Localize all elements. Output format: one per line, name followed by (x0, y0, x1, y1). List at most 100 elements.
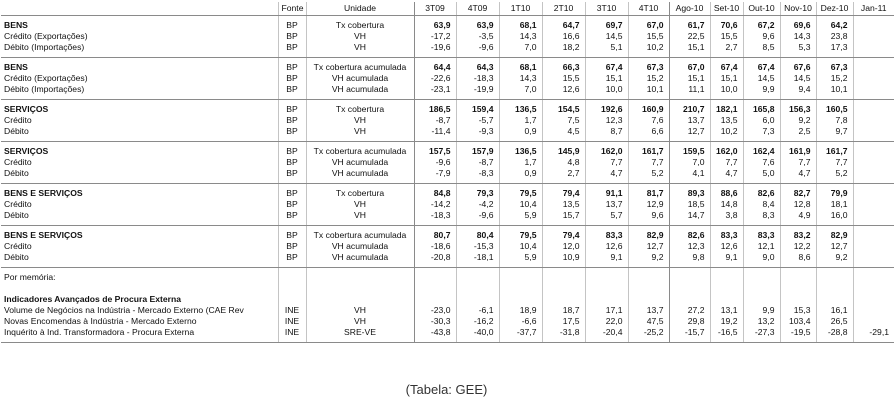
source-cell: BP (277, 73, 306, 84)
value-cell: -31,8 (541, 327, 585, 343)
data-row: Débito BP VH acumulada -7,9 -8,3 0,9 2,7 4,7 5,2… (1, 168, 894, 184)
value-cell: -28,8 (815, 327, 853, 343)
column-header: Set-10 (709, 2, 743, 16)
value-cell: 16,6 (541, 31, 585, 42)
empty-cell (541, 294, 585, 305)
value-cell: 1,7 (498, 115, 542, 126)
column-header: Ago-10 (668, 2, 710, 16)
value-cell: 136,5 (498, 99, 542, 115)
empty-cell (277, 267, 306, 283)
value-cell: 67,2 (742, 15, 780, 31)
value-cell: 3,8 (709, 210, 743, 226)
value-cell: 15,1 (668, 42, 710, 58)
value-cell: 145,9 (541, 141, 585, 157)
row-group: BENS E SERVIÇOS BP Tx cobertura acumulada 8… (1, 225, 894, 268)
value-cell: 83,3 (742, 225, 780, 241)
value-cell: 10,4 (498, 241, 542, 252)
row-label: Débito (1, 210, 278, 226)
value-cell: 63,9 (413, 15, 456, 31)
data-row: BENS E SERVIÇOS BP Tx cobertura acumulada 8… (1, 225, 894, 241)
data-row: Débito BP VH -11,4 -9,3 0,9 4,5 8,7 6,6 12,7 10,2 7… (1, 126, 894, 142)
unit-cell: VH (305, 316, 414, 327)
empty-cell (455, 267, 499, 283)
value-cell (852, 168, 894, 184)
empty-cell (627, 283, 669, 294)
value-cell: 83,2 (779, 225, 816, 241)
data-row: Crédito BP VH acumulada -9,6 -8,7 1,7 4,8 7,7 7,… (1, 157, 894, 168)
source-cell: INE (277, 316, 306, 327)
value-cell: 15,1 (668, 73, 710, 84)
value-cell: 9,6 (742, 31, 780, 42)
value-cell: 161,9 (779, 141, 816, 157)
value-cell: -6,1 (455, 305, 499, 316)
source-cell: BP (277, 210, 306, 226)
value-cell: 186,5 (413, 99, 456, 115)
header-cell (1, 2, 278, 16)
unit-cell: VH (305, 210, 414, 226)
value-cell: -27,3 (742, 327, 780, 343)
value-cell: -9,3 (455, 126, 499, 142)
value-cell: -9,6 (455, 42, 499, 58)
empty-cell (709, 294, 743, 305)
row-label: Débito (1, 168, 278, 184)
value-cell: 79,5 (498, 225, 542, 241)
value-cell: 6,0 (742, 115, 780, 126)
value-cell: 154,5 (541, 99, 585, 115)
empty-cell (709, 267, 743, 283)
value-cell: -16,5 (709, 327, 743, 343)
memo-group: Por memória: Indicadores Avançados de Pro… (1, 267, 894, 343)
empty-cell (815, 283, 853, 294)
empty-cell (498, 267, 542, 283)
value-cell (852, 84, 894, 100)
value-cell (852, 31, 894, 42)
empty-cell (413, 294, 456, 305)
value-cell: 15,1 (584, 73, 628, 84)
value-cell: 14,5 (779, 73, 816, 84)
value-cell: 157,9 (455, 141, 499, 157)
data-row: Débito (Importações) BP VH -19,6 -9,6 7,0 18,2… (1, 42, 894, 58)
empty-cell (498, 294, 542, 305)
column-header: Nov-10 (779, 2, 816, 16)
value-cell: 160,9 (627, 99, 669, 115)
unit-cell: VH acumulada (305, 252, 414, 268)
value-cell: 13,7 (627, 305, 669, 316)
value-cell (852, 141, 894, 157)
empty-cell (779, 294, 816, 305)
source-cell: BP (277, 157, 306, 168)
value-cell: -30,3 (413, 316, 456, 327)
value-cell: 14,5 (584, 31, 628, 42)
source-cell: BP (277, 15, 306, 31)
empty-cell (742, 294, 780, 305)
value-cell: 67,4 (584, 57, 628, 73)
row-label: Débito (Importações) (1, 42, 278, 58)
value-cell: 64,2 (815, 15, 853, 31)
value-cell: -23,0 (413, 305, 456, 316)
empty-cell (277, 283, 306, 294)
unit-cell: VH acumulada (305, 241, 414, 252)
row-label: Débito (1, 252, 278, 268)
value-cell: -19,6 (413, 42, 456, 58)
row-label: SERVIÇOS (4, 104, 49, 114)
row-group: BENS BP Tx cobertura 63,9 63,9 68,1 64,7 69,7 67… (1, 15, 894, 58)
value-cell: 89,3 (668, 183, 710, 199)
value-cell: 17,3 (815, 42, 853, 58)
value-cell: 7,7 (815, 157, 853, 168)
value-cell: 63,9 (455, 15, 499, 31)
value-cell: 66,3 (541, 57, 585, 73)
data-row: SERVIÇOS BP Tx cobertura acumulada 157,5 157… (1, 141, 894, 157)
value-cell: 12,6 (709, 241, 743, 252)
row-label: Crédito (Exportações) (4, 31, 88, 41)
value-cell: 5,0 (742, 168, 780, 184)
data-row: BENS BP Tx cobertura acumulada 64,4 64,3 68,1… (1, 57, 894, 73)
value-cell: 64,3 (455, 57, 499, 73)
empty-cell (455, 294, 499, 305)
data-row: Débito BP VH acumulada -20,8 -18,1 5,9 10,9 9,1… (1, 252, 894, 268)
source-cell: BP (277, 115, 306, 126)
empty-cell (709, 283, 743, 294)
column-header: 4T09 (455, 2, 499, 16)
value-cell: 22,0 (584, 316, 628, 327)
unit-cell: Tx cobertura acumulada (305, 141, 414, 157)
unit-cell: Tx cobertura acumulada (305, 225, 414, 241)
value-cell: 67,6 (779, 57, 816, 73)
value-cell: -19,5 (779, 327, 816, 343)
